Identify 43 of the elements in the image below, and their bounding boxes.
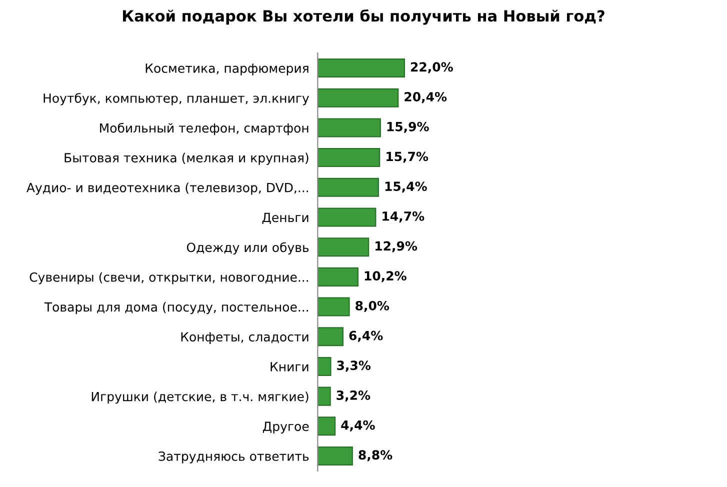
bar xyxy=(318,208,376,227)
y-tick-label: Деньги xyxy=(262,212,308,224)
y-tick-label: Косметика, парфюмерия xyxy=(146,64,308,76)
data-label: 4,4% xyxy=(341,420,375,432)
data-label: 20,4% xyxy=(404,92,447,104)
bar xyxy=(318,416,336,436)
bar xyxy=(318,178,379,197)
bar xyxy=(318,327,344,346)
bar xyxy=(318,386,331,406)
data-label: 3,2% xyxy=(336,390,370,402)
bar xyxy=(318,297,350,316)
bar xyxy=(318,58,405,78)
bar xyxy=(318,238,370,257)
y-tick-label: Затрудняюсь ответить xyxy=(158,451,309,464)
data-label: 6,4% xyxy=(349,330,383,342)
data-label: 15,9% xyxy=(387,122,429,133)
y-tick-label: Сувениры (свечи, открытки, новогодние... xyxy=(30,272,308,284)
bar xyxy=(318,88,399,108)
data-label: 22,0% xyxy=(410,62,453,74)
y-tick-label: Ноутбук, компьютер, планшет, эл.книгу xyxy=(44,92,309,106)
bar xyxy=(318,148,380,168)
data-label: 3,3% xyxy=(337,360,371,372)
bar xyxy=(318,118,381,138)
data-label: 14,7% xyxy=(382,211,424,222)
y-tick-label: Товары для дома (посуду, постельное... xyxy=(44,302,308,314)
data-label: 15,4% xyxy=(385,182,427,193)
y-tick-label: Одежду или обувь xyxy=(186,242,309,255)
chart-title: Какой подарок Вы хотели бы получить на Новый год? xyxy=(123,9,604,25)
data-label: 15,7% xyxy=(386,152,428,163)
y-tick-label: Мобильный телефон, смартфон xyxy=(100,122,308,136)
y-tick-label: Игрушки (детские, в т.ч. мягкие) xyxy=(92,392,308,404)
data-label: 10,2% xyxy=(364,271,406,282)
y-tick-label: Другое xyxy=(262,422,309,434)
y-tick-label: Бытовая техника (мелкая и крупная) xyxy=(64,152,308,165)
bar xyxy=(318,356,332,376)
y-tick-label: Конфеты, сладости xyxy=(181,332,308,344)
y-tick-label: Книги xyxy=(270,362,308,372)
y-tick-label: Аудио- и видеотехника (телевизор, DVD,... xyxy=(26,182,308,195)
bar xyxy=(318,267,358,286)
data-label: 12,9% xyxy=(376,241,418,252)
data-label: 8,0% xyxy=(356,300,390,312)
data-label: 8,8% xyxy=(358,450,392,462)
bar xyxy=(318,446,353,466)
